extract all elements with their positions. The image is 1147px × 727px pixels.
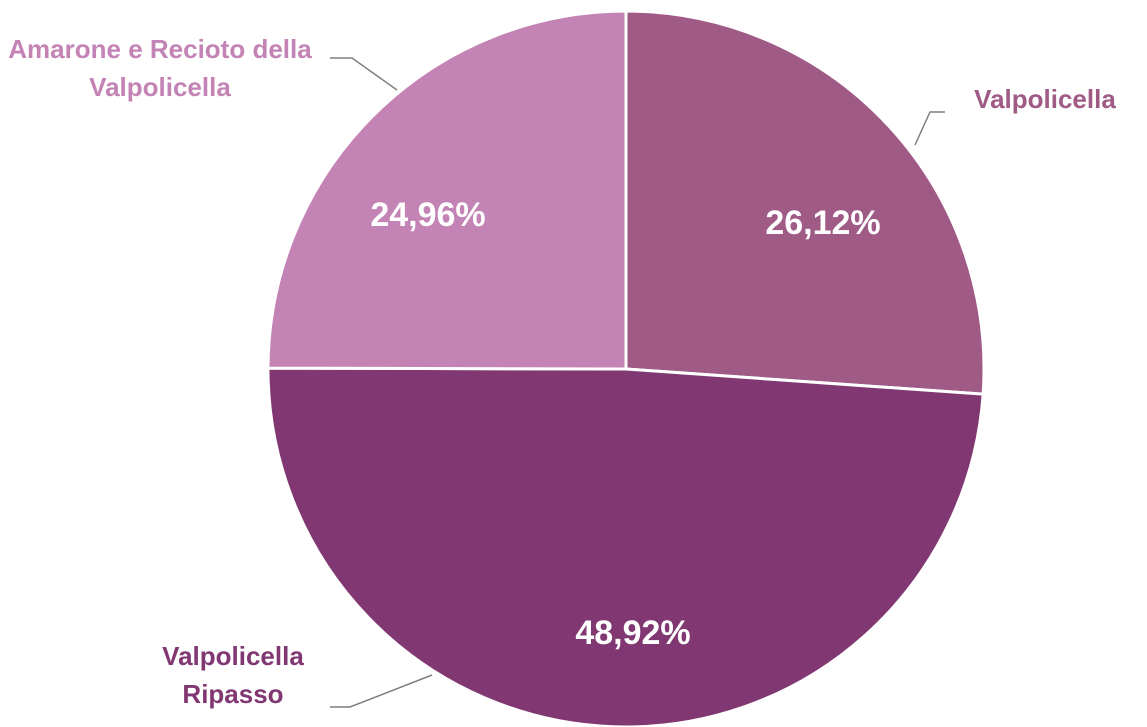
data-label: 48,92% xyxy=(575,614,690,652)
leader-line xyxy=(330,57,398,91)
category-label: Valpolicella xyxy=(974,84,1116,114)
category-label: Valpolicella Ripasso xyxy=(162,641,304,709)
data-label: 26,12% xyxy=(765,204,880,242)
pie-slice xyxy=(266,366,985,727)
pie-slice xyxy=(266,9,628,371)
leader-line xyxy=(914,111,945,146)
pie-slice xyxy=(624,9,986,396)
category-label: Amarone e Recioto della Valpolicella xyxy=(8,34,312,102)
leader-line xyxy=(330,674,433,708)
data-label: 24,96% xyxy=(370,196,485,234)
